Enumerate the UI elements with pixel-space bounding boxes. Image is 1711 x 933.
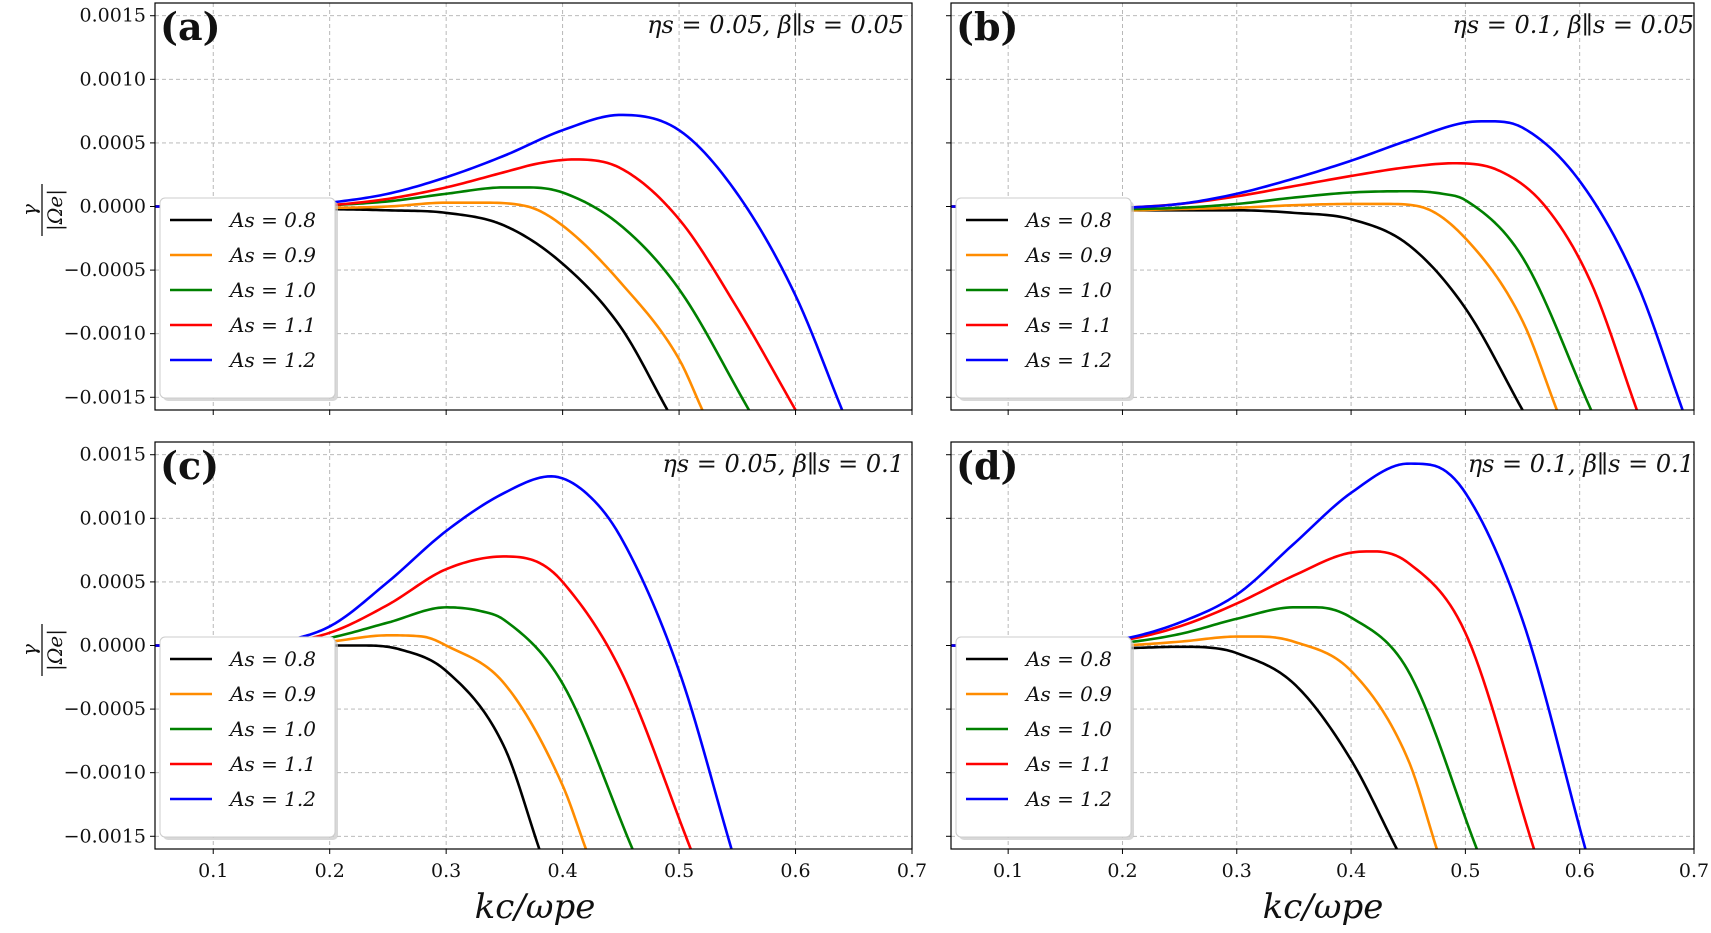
y-tick-label: 0.0005 bbox=[80, 571, 146, 593]
legend-label: As = 1.2 bbox=[228, 787, 316, 811]
legend-label: As = 1.0 bbox=[1024, 278, 1112, 302]
x-tick-label: 0.6 bbox=[780, 860, 810, 882]
legend-label: As = 1.2 bbox=[1024, 787, 1112, 811]
legend-label: As = 1.2 bbox=[1024, 348, 1112, 372]
y-axis-label-top: γ |Ωe| bbox=[17, 184, 68, 236]
y-tick-label: −0.0005 bbox=[64, 698, 146, 720]
y-axis-label-numerator: γ bbox=[17, 644, 41, 656]
panel-b: (b) ηs = 0.1, β∥s = 0.05 As = 0.8 As = 0.9 A… bbox=[946, 2, 1695, 415]
y-tick-label: 0.0015 bbox=[80, 5, 146, 27]
x-tick-label: 0.7 bbox=[1679, 860, 1709, 882]
x-tick-label: 0.4 bbox=[548, 860, 578, 882]
panel-parameters: ηs = 0.1, β∥s = 0.05 bbox=[1452, 11, 1694, 39]
x-tick-label: 0.1 bbox=[198, 860, 228, 882]
x-tick-label: 0.5 bbox=[1450, 860, 1480, 882]
y-tick-label: −0.0015 bbox=[64, 386, 146, 408]
legend-box bbox=[955, 636, 1132, 838]
panel-c: 0.1 0.2 0.3 0.4 0.5 0.6 0.7 0.0015 0.0010 0.0005 0… bbox=[64, 441, 927, 882]
axes-frame bbox=[950, 2, 1695, 411]
panel-label: (a) bbox=[160, 4, 221, 49]
y-axis-label-numerator: γ bbox=[17, 204, 41, 216]
x-tick-label: 0.4 bbox=[1336, 860, 1366, 882]
x-axis-label-right: kc/ωpe bbox=[1263, 887, 1384, 927]
legend-box bbox=[955, 197, 1132, 399]
y-tick-label: 0.0015 bbox=[80, 444, 146, 466]
legend-label: As = 0.9 bbox=[1024, 682, 1112, 706]
panel-parameters: ηs = 0.1, β∥s = 0.1 bbox=[1468, 450, 1694, 478]
y-tick-label: −0.0010 bbox=[64, 762, 146, 784]
legend-label: As = 1.1 bbox=[1024, 313, 1112, 337]
y-axis-label-denominator: |Ωe| bbox=[43, 189, 68, 231]
legend-box bbox=[159, 636, 336, 838]
x-axis-label-left: kc/ωpe bbox=[475, 887, 596, 927]
panel-label: (d) bbox=[956, 443, 1019, 488]
x-tick-label: 0.1 bbox=[993, 860, 1023, 882]
legend-label: As = 1.0 bbox=[1024, 717, 1112, 741]
y-axis-label-denominator: |Ωe| bbox=[43, 629, 68, 671]
y-tick-label: 0.0000 bbox=[80, 635, 146, 657]
legend-label: As = 0.8 bbox=[1024, 208, 1112, 232]
x-tick-label: 0.2 bbox=[1107, 860, 1137, 882]
legend-label: As = 0.8 bbox=[228, 208, 316, 232]
x-tick-label: 0.3 bbox=[431, 860, 461, 882]
y-tick-label: 0.0010 bbox=[80, 68, 146, 90]
axes-frame bbox=[154, 441, 913, 850]
y-tick-label: −0.0015 bbox=[64, 825, 146, 847]
panel-parameters: ηs = 0.05, β∥s = 0.05 bbox=[647, 11, 904, 39]
x-tick-label: 0.3 bbox=[1222, 860, 1252, 882]
panel-d: 0.1 0.2 0.3 0.4 0.5 0.6 0.7 (d) ηs = 0.1, β∥s = … bbox=[946, 441, 1709, 882]
legend-box bbox=[159, 197, 336, 399]
y-axis-label-bottom: γ |Ωe| bbox=[17, 624, 68, 676]
x-tick-label: 0.6 bbox=[1565, 860, 1595, 882]
y-tick-label: 0.0000 bbox=[80, 196, 146, 218]
legend-label: As = 0.9 bbox=[228, 243, 316, 267]
panel-a: 0.0015 0.0010 0.0005 0.0000 −0.0005 −0.0010 −0… bbox=[64, 2, 913, 415]
x-tick-label: 0.7 bbox=[897, 860, 927, 882]
legend-label: As = 1.1 bbox=[228, 752, 316, 776]
legend-label: As = 1.0 bbox=[228, 278, 316, 302]
legend-label: As = 1.1 bbox=[228, 313, 316, 337]
y-tick-label: −0.0010 bbox=[64, 323, 146, 345]
y-tick-label: −0.0005 bbox=[64, 259, 146, 281]
y-tick-label: 0.0010 bbox=[80, 507, 146, 529]
x-tick-label: 0.2 bbox=[315, 860, 345, 882]
panel-label: (c) bbox=[160, 443, 219, 488]
axes-frame bbox=[154, 2, 913, 411]
x-tick-label: 0.5 bbox=[664, 860, 694, 882]
legend-label: As = 0.9 bbox=[1024, 243, 1112, 267]
legend-label: As = 1.1 bbox=[1024, 752, 1112, 776]
legend-label: As = 1.2 bbox=[228, 348, 316, 372]
panel-label: (b) bbox=[956, 4, 1019, 49]
y-tick-label: 0.0005 bbox=[80, 132, 146, 154]
legend-label: As = 0.8 bbox=[1024, 647, 1112, 671]
panel-parameters: ηs = 0.05, β∥s = 0.1 bbox=[662, 450, 904, 478]
legend-label: As = 0.8 bbox=[228, 647, 316, 671]
axes-frame bbox=[950, 441, 1695, 850]
legend-label: As = 0.9 bbox=[228, 682, 316, 706]
legend-label: As = 1.0 bbox=[228, 717, 316, 741]
